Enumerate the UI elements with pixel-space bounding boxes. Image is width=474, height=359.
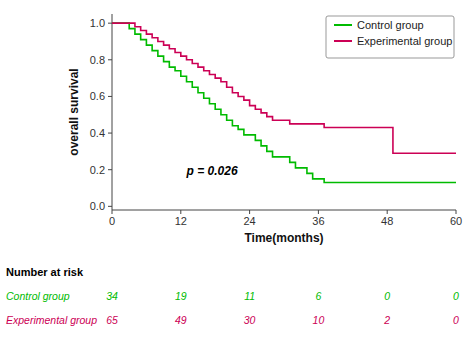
y-axis-label: overall survival — [67, 68, 81, 155]
y-tick — [108, 206, 112, 207]
legend-box — [326, 16, 454, 58]
risk-table-title: Number at risk — [6, 266, 84, 278]
legend-swatch — [334, 40, 352, 42]
x-axis-label: Time(months) — [244, 231, 323, 245]
x-tick-label: 24 — [243, 215, 255, 227]
x-tick — [387, 210, 388, 214]
risk-value: 10 — [313, 314, 325, 326]
annotation: p = 0.026 — [186, 164, 238, 178]
legend: Control group Experimental group — [326, 16, 454, 58]
y-tick-label: 0.4 — [90, 127, 105, 139]
chart: 012243648600.00.20.40.60.81.0Time(months… — [0, 0, 474, 359]
legend-swatch — [334, 24, 352, 26]
risk-value: 30 — [244, 314, 256, 326]
y-axis-line — [112, 14, 113, 210]
risk-value: 0 — [384, 290, 390, 302]
y-tick — [108, 23, 112, 24]
survival-curve — [112, 23, 456, 153]
x-tick-label: 48 — [381, 215, 393, 227]
risk-value: 65 — [106, 314, 118, 326]
y-tick — [108, 133, 112, 134]
legend-label: Control group — [357, 19, 424, 31]
x-tick — [249, 210, 250, 214]
x-tick — [318, 210, 319, 214]
risk-value: 0 — [453, 314, 459, 326]
y-tick-label: 0.8 — [90, 54, 105, 66]
x-tick — [180, 210, 181, 214]
risk-value: 34 — [106, 290, 118, 302]
y-tick-label: 0.2 — [90, 164, 105, 176]
x-axis-line — [112, 210, 456, 211]
x-tick-label: 60 — [450, 215, 462, 227]
y-tick — [108, 169, 112, 170]
risk-row-label: Experimental group — [6, 314, 97, 326]
y-tick — [108, 59, 112, 60]
risk-value: 6 — [315, 290, 321, 302]
y-tick-label: 0.0 — [90, 200, 105, 212]
risk-value: 11 — [244, 290, 255, 302]
x-tick — [456, 210, 457, 214]
risk-value: 0 — [453, 290, 459, 302]
risk-row-label: Control group — [6, 290, 70, 302]
x-tick — [112, 210, 113, 214]
risk-value: 2 — [383, 314, 390, 326]
x-tick-label: 12 — [175, 215, 187, 227]
y-tick — [108, 96, 112, 97]
legend-label: Experimental group — [357, 35, 452, 47]
x-tick-label: 36 — [312, 215, 324, 227]
y-tick-label: 0.6 — [90, 90, 105, 102]
risk-value: 19 — [175, 290, 187, 302]
y-tick-label: 1.0 — [90, 17, 105, 29]
x-tick-label: 0 — [109, 215, 115, 227]
risk-value: 49 — [175, 314, 187, 326]
